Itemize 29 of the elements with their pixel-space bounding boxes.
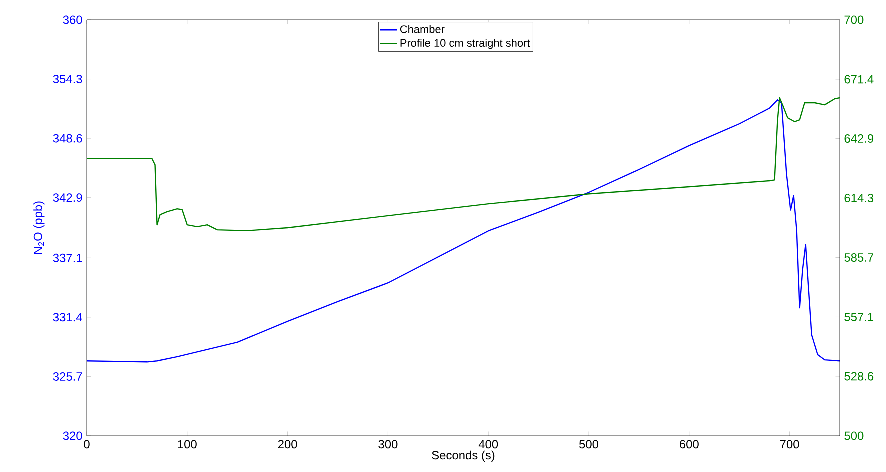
y2-tick-label: 671.4 [844, 75, 874, 84]
y2-tick-label: 614.3 [844, 194, 874, 202]
x-tick-label: 200 [278, 440, 298, 449]
y2-tick-label: 642.9 [844, 134, 874, 143]
x-tick-label: 700 [780, 440, 800, 449]
y2-tick-label: 700 [844, 16, 864, 24]
x-tick-label: 100 [178, 440, 197, 449]
y2-tick-label: 557.1 [844, 313, 874, 322]
x-tick-label: 400 [478, 440, 498, 449]
y-tick-label: 331.4 [53, 313, 82, 322]
legend-label: Chamber [400, 25, 445, 34]
y-tick-label: 325.7 [53, 372, 82, 381]
x-tick-label: 500 [580, 440, 599, 449]
y-tick-label: 354.3 [53, 75, 82, 84]
y-tick-label: 360 [63, 16, 82, 24]
y2-tick-label: 500 [844, 432, 864, 440]
y-axis-title: N$_{2}$O (ppb) [34, 202, 45, 254]
x-tick-label: 0 [84, 440, 90, 449]
y-tick-label: 342.9 [53, 194, 82, 202]
legend-label: Profile 10 cm straight short [400, 38, 530, 50]
line-series [87, 97, 840, 232]
y-tick-label: 320 [63, 432, 82, 440]
y2-tick-label: 585.7 [844, 254, 874, 262]
x-tick-label: 600 [680, 440, 699, 449]
x-tick-label: 300 [378, 440, 398, 449]
y-tick-label: 337.1 [53, 254, 82, 262]
y-tick-label: 348.6 [53, 134, 82, 143]
x-axis-title: Seconds (s) [432, 450, 495, 462]
y2-tick-label: 528.6 [844, 372, 874, 381]
